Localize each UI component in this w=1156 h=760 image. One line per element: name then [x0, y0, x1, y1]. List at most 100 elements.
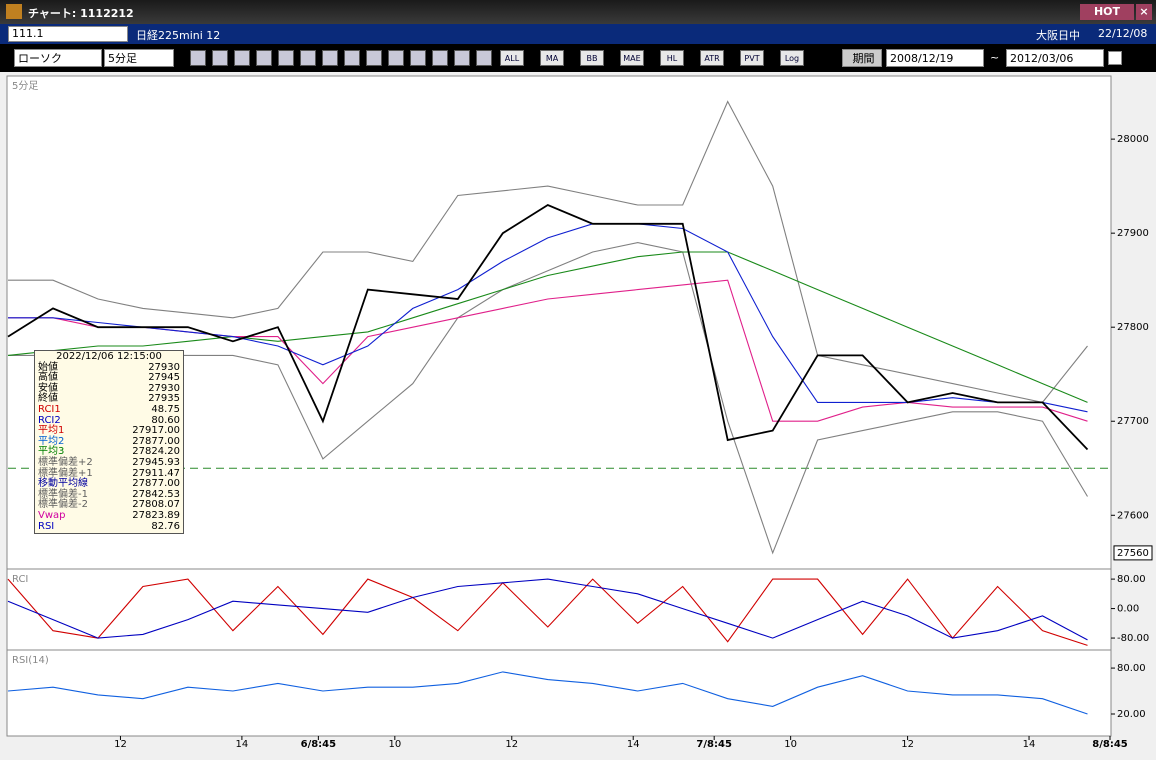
info-row: 平均3 27824.20: [38, 447, 180, 458]
chart: 5分足 27600 27700 27800 27900 28000 27560 RCI 80.0…: [0, 72, 1156, 760]
info-value: 27823.89: [132, 509, 180, 521]
info-row: RSI 82.76: [38, 520, 180, 533]
x-tick-label: 12: [901, 739, 914, 750]
tool-button[interactable]: Log: [780, 50, 804, 66]
tool-icon: [388, 50, 404, 66]
x-tick-label: 14: [236, 739, 249, 750]
interval-select[interactable]: 5分足: [104, 49, 174, 67]
info-value: 27930: [148, 382, 180, 394]
info-label: 標準偏差+1: [38, 467, 93, 479]
tool-icon: [322, 50, 338, 66]
series-line: [7, 203, 1089, 451]
y-tick-label: 28000: [1117, 134, 1149, 145]
tool-button[interactable]: HL: [660, 50, 684, 66]
info-row: RCI1 48.75: [38, 403, 180, 416]
header-date: 22/12/08: [1098, 27, 1148, 40]
info-datetime: 2022/12/06 12:15:00: [56, 351, 162, 362]
checkbox[interactable]: [1108, 51, 1122, 65]
info-row: 標準偏差-1 27842.53: [38, 488, 180, 501]
y-tick-label: 20.00: [1117, 709, 1146, 720]
close-button[interactable]: ×: [1136, 4, 1152, 20]
info-label: 高値: [38, 372, 58, 384]
x-tick-label: 12: [114, 739, 127, 750]
info-value: 27945: [148, 372, 180, 384]
to-date[interactable]: 2012/03/06: [1006, 49, 1104, 67]
tool-icon: [432, 50, 448, 66]
info-value: 27808.07: [132, 499, 180, 511]
x-tick-label: 10: [388, 739, 401, 750]
info-value: 27842.53: [132, 488, 180, 500]
info-value: 27935: [148, 393, 180, 405]
app-icon: [6, 4, 22, 19]
y-tick-label: 80.00: [1117, 574, 1146, 585]
info-row: RCI2 80.60: [38, 415, 180, 427]
info-label: 移動平均線: [38, 478, 88, 490]
tool-icon: [278, 50, 294, 66]
tool-icon: [212, 50, 228, 66]
info-row: 始値 27930: [38, 361, 180, 374]
period-button[interactable]: 期間: [842, 49, 882, 67]
info-value: 27824.20: [132, 446, 180, 458]
hot-button[interactable]: HOT: [1080, 4, 1134, 20]
title-bar: チャート: 1112212 HOT ×: [0, 0, 1156, 24]
info-row: 平均1 27917.00: [38, 426, 180, 437]
market-name: 大阪日中: [1036, 29, 1080, 42]
code-select[interactable]: 111.1: [8, 26, 128, 42]
info-label: 終値: [38, 393, 58, 405]
info-value: 27917.00: [132, 425, 180, 437]
x-tick-label: 7/8:45: [696, 739, 732, 750]
y-tick-label: 27800: [1117, 322, 1149, 333]
x-tick-label: 10: [784, 739, 797, 750]
info-value: 48.75: [151, 403, 180, 415]
last-price-box: [1113, 545, 1153, 561]
tool-button[interactable]: ATR: [700, 50, 724, 66]
info-label: 標準偏差+2: [38, 456, 93, 468]
info-value: 27877.00: [132, 435, 180, 447]
series-line: [7, 578, 1088, 641]
info-value: 27930: [148, 361, 180, 373]
x-tick-label: 14: [627, 739, 640, 750]
from-date[interactable]: 2008/12/19: [886, 49, 984, 67]
instrument-name: 日経225mini 12: [136, 29, 221, 42]
info-row: 終値 27935: [38, 394, 180, 405]
panel-label: RSI(14): [12, 655, 49, 666]
x-tick-label: 6/8:45: [301, 739, 337, 750]
y-tick-label: 80.00: [1117, 663, 1146, 674]
info-label: 平均3: [38, 446, 65, 458]
info-row: 平均2 27877.00: [38, 435, 180, 448]
series-line: [7, 671, 1088, 715]
info-label: 平均2: [38, 435, 65, 447]
tool-button[interactable]: MA: [540, 50, 564, 66]
x-tick-label: 12: [505, 739, 518, 750]
info-label: 安値: [38, 382, 58, 394]
x-tick-label: 8/8:45: [1092, 739, 1128, 750]
tool-button[interactable]: ALL: [500, 50, 524, 66]
info-label: 標準偏差-1: [38, 488, 88, 500]
tool-button[interactable]: PVT: [740, 50, 764, 66]
range-tilde: ~: [990, 51, 1000, 64]
tool-icon: [234, 50, 250, 66]
tool-icon: [256, 50, 272, 66]
y-tick-label: 27900: [1117, 228, 1149, 239]
info-box: 2022/12/06 12:15:00 始値 27930 高値 27945 安値 2793…: [34, 350, 184, 535]
y-tick-label: 0.00: [1117, 604, 1139, 615]
tool-button[interactable]: BB: [580, 50, 604, 66]
tool-button[interactable]: MAE: [620, 50, 644, 66]
series-line: [7, 251, 1088, 403]
window-title: チャート: 1112212: [28, 7, 134, 20]
info-label: 標準偏差-2: [38, 499, 88, 511]
info-label: Vwap: [38, 509, 66, 521]
tool-icon: [190, 50, 206, 66]
info-row: 標準偏差-2 27808.07: [38, 500, 180, 511]
last-price-label: 27560: [1117, 548, 1149, 559]
info-label: RCI1: [38, 403, 61, 415]
tool-icon: [366, 50, 382, 66]
info-value: 82.76: [151, 520, 180, 532]
info-label: 平均1: [38, 425, 65, 437]
style-select[interactable]: ローソク: [14, 49, 102, 67]
tool-icon: [344, 50, 360, 66]
info-value: 27911.47: [132, 467, 180, 479]
info-row: 移動平均線 27877.00: [38, 479, 180, 490]
tool-icon: [476, 50, 492, 66]
y-tick-label: 27600: [1117, 510, 1149, 521]
